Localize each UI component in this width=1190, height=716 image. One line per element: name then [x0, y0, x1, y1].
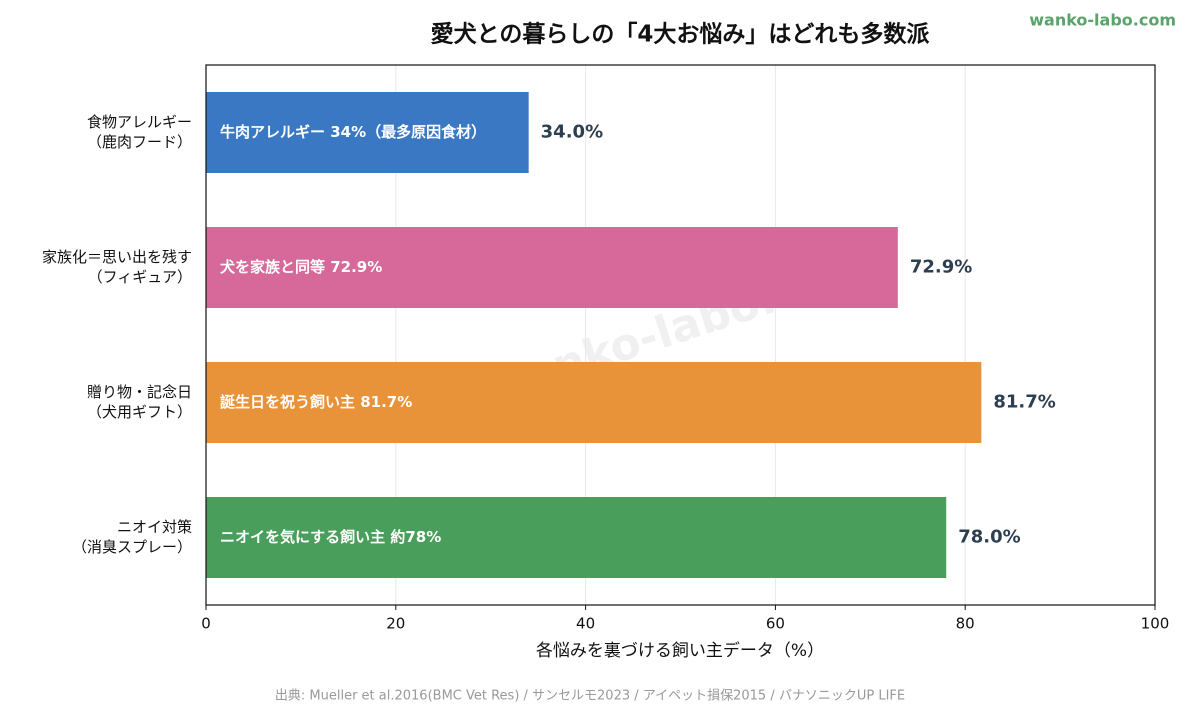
x-tick-label: 100	[1141, 615, 1170, 633]
source: 出典: Mueller et al.2016(BMC Vet Res) / サン…	[275, 689, 905, 704]
x-tick-label: 40	[576, 615, 595, 633]
plot-frame	[205, 64, 1156, 606]
x-tick-label: 80	[956, 615, 975, 633]
bar	[206, 227, 898, 308]
chart-title: 愛犬との暮らしの「4大お悩み」はどれも多数派	[431, 21, 930, 48]
x-tick-label: 60	[766, 615, 785, 633]
bar	[206, 497, 947, 578]
y-tick-label: 家族化＝思い出を残す	[42, 248, 192, 266]
bar-annotation: ニオイを気にする飼い主 約78%	[220, 528, 441, 546]
y-tick-label: ニオイ対策	[117, 518, 192, 536]
value-label: 34.0%	[541, 122, 603, 143]
y-tick-label: （鹿肉フード）	[87, 133, 192, 151]
bar	[206, 362, 982, 443]
x-tick-label: 0	[201, 615, 211, 633]
bar-annotation: 誕生日を祝う飼い主 81.7%	[220, 393, 412, 411]
bar-annotation: 犬を家族と同等 72.9%	[220, 258, 382, 276]
value-label: 81.7%	[993, 392, 1055, 413]
x-axis-label: 各悩みを裏づける飼い主データ（%）	[536, 640, 824, 661]
y-tick-label: 食物アレルギー	[87, 113, 192, 131]
y-tick-label: （フィギュア）	[88, 268, 192, 286]
value-label: 72.9%	[910, 257, 972, 278]
x-tick-label: 20	[386, 615, 405, 633]
brand: wanko-labo.com	[1029, 11, 1176, 30]
y-tick-label: （消臭スプレー）	[72, 538, 192, 556]
y-tick-label: （犬用ギフト）	[87, 403, 192, 421]
y-tick-label: 贈り物・記念日	[87, 383, 192, 401]
bar	[206, 92, 529, 173]
value-label: 78.0%	[958, 527, 1020, 548]
bar-annotation: 牛肉アレルギー 34%（最多原因食材）	[220, 123, 486, 141]
